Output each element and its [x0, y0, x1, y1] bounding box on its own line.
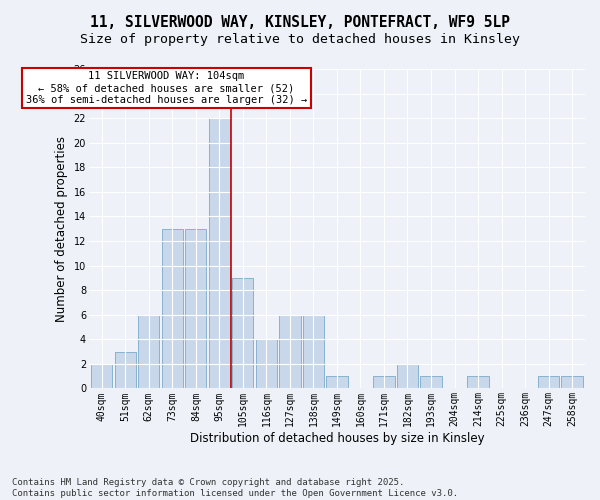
Bar [138, 314, 160, 388]
Text: 11, SILVERWOOD WAY, KINSLEY, PONTEFRACT, WF9 5LP: 11, SILVERWOOD WAY, KINSLEY, PONTEFRACT,… [90, 15, 510, 30]
Bar [91, 364, 112, 388]
Bar [162, 228, 183, 388]
Text: Contains HM Land Registry data © Crown copyright and database right 2025.
Contai: Contains HM Land Registry data © Crown c… [12, 478, 458, 498]
Bar [397, 364, 418, 388]
Bar [185, 228, 206, 388]
Bar [467, 376, 488, 388]
Bar [232, 278, 253, 388]
Y-axis label: Number of detached properties: Number of detached properties [55, 136, 68, 322]
Bar [303, 314, 324, 388]
Bar [256, 340, 277, 388]
X-axis label: Distribution of detached houses by size in Kinsley: Distribution of detached houses by size … [190, 432, 484, 445]
Bar [326, 376, 347, 388]
Bar [421, 376, 442, 388]
Bar [373, 376, 395, 388]
Bar [538, 376, 559, 388]
Bar [562, 376, 583, 388]
Text: Size of property relative to detached houses in Kinsley: Size of property relative to detached ho… [80, 32, 520, 46]
Bar [280, 314, 301, 388]
Bar [209, 118, 230, 388]
Bar [115, 352, 136, 389]
Text: 11 SILVERWOOD WAY: 104sqm
← 58% of detached houses are smaller (52)
36% of semi-: 11 SILVERWOOD WAY: 104sqm ← 58% of detac… [26, 72, 307, 104]
